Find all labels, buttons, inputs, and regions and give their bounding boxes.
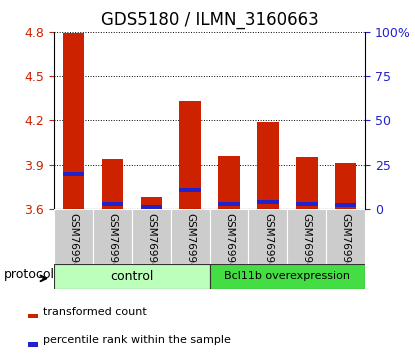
Bar (249, 209, 287, 264)
Text: GSM769944: GSM769944 (224, 213, 234, 276)
Text: control: control (110, 270, 154, 283)
Bar (296, 202, 317, 206)
Text: transformed count: transformed count (44, 307, 147, 317)
Bar (335, 203, 356, 207)
Bar (171, 209, 210, 264)
Bar (63, 172, 84, 176)
Bar (28, 342, 38, 347)
Text: percentile rank within the sample: percentile rank within the sample (44, 335, 231, 346)
Text: GSM769940: GSM769940 (68, 213, 78, 276)
Bar (326, 209, 365, 264)
Text: GSM769946: GSM769946 (302, 213, 312, 276)
Bar (63, 33, 84, 209)
Text: GSM769947: GSM769947 (341, 213, 351, 276)
Bar (287, 209, 326, 264)
Bar (257, 122, 278, 209)
Text: Bcl11b overexpression: Bcl11b overexpression (225, 272, 350, 281)
Bar (102, 202, 123, 206)
Text: GSM769943: GSM769943 (185, 213, 195, 276)
Bar (93, 209, 132, 264)
Title: GDS5180 / ILMN_3160663: GDS5180 / ILMN_3160663 (101, 11, 318, 29)
Bar (218, 156, 240, 209)
Bar (218, 202, 240, 206)
Bar (179, 188, 201, 192)
Bar (141, 197, 162, 209)
Bar (210, 209, 249, 264)
Text: GSM769941: GSM769941 (107, 213, 117, 276)
Bar (132, 209, 171, 264)
Bar (179, 101, 201, 209)
Text: GSM769945: GSM769945 (263, 213, 273, 276)
Bar (141, 205, 162, 209)
Bar (54, 209, 93, 264)
Bar (54, 264, 210, 289)
Text: protocol: protocol (4, 268, 55, 281)
Bar (210, 264, 365, 289)
Bar (296, 157, 317, 209)
Text: GSM769942: GSM769942 (146, 213, 156, 276)
Bar (335, 163, 356, 209)
Bar (257, 200, 278, 204)
Bar (28, 314, 38, 318)
Bar (102, 159, 123, 209)
